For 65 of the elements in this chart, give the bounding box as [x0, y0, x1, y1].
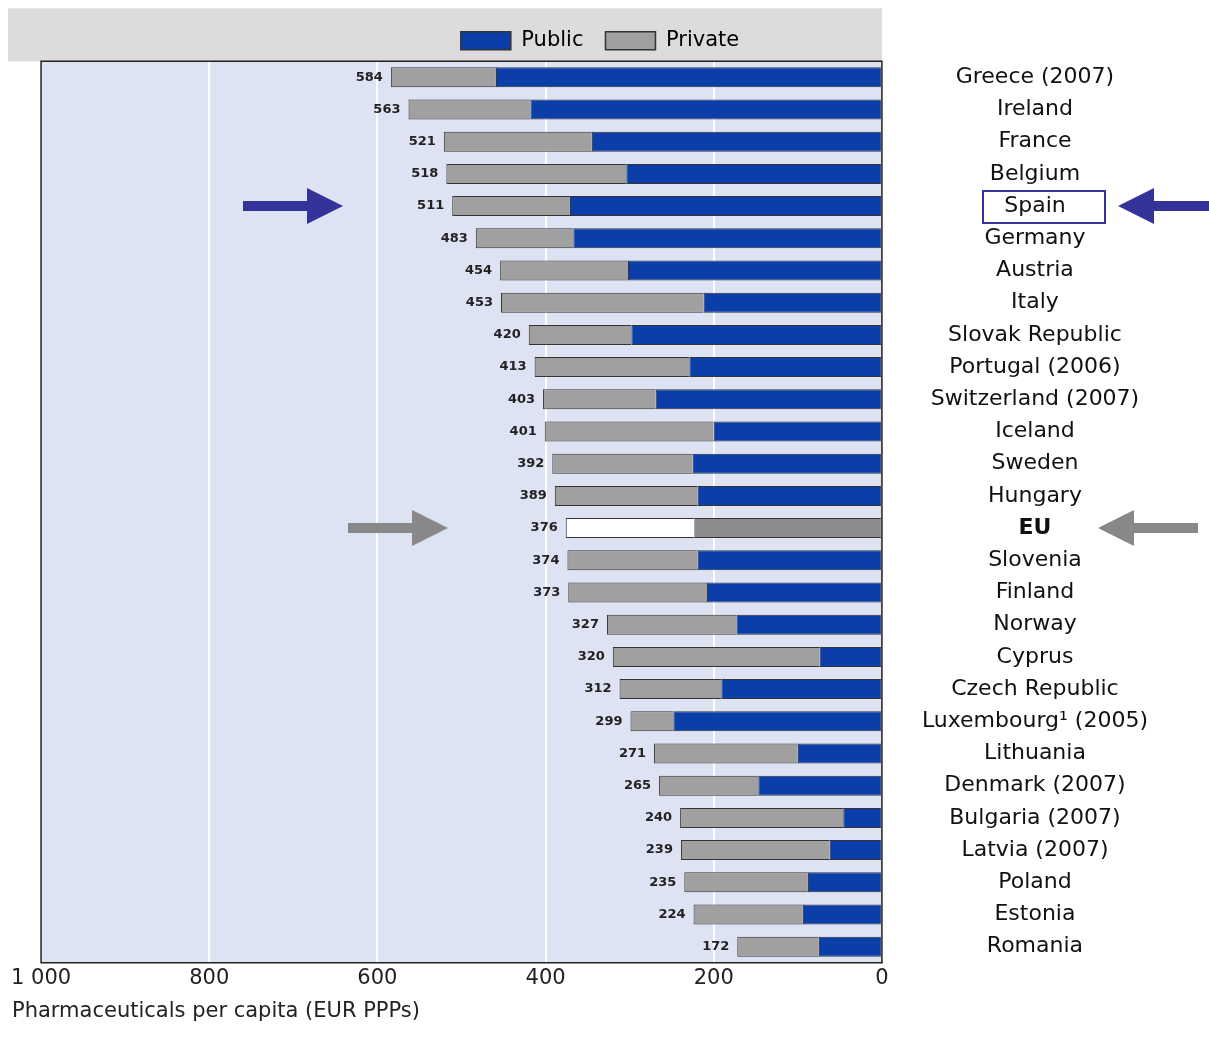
total-label: 563: [373, 100, 401, 116]
total-label: 320: [577, 648, 605, 664]
y-tick-label: Luxembourg¹ (2005): [921, 707, 1149, 733]
y-tick-label: Switzerland (2007): [930, 385, 1140, 411]
total-label: 299: [595, 712, 623, 728]
total-label: 271: [618, 744, 647, 760]
total-label: 327: [571, 616, 599, 632]
legend-label: Public: [521, 27, 584, 52]
y-tick-label: Denmark (2007): [944, 771, 1126, 797]
total-label: 389: [519, 487, 547, 503]
y-tick-label: Slovak Republic: [948, 320, 1122, 346]
x-tick-label: 400: [525, 964, 566, 989]
y-tick-label: Austria: [996, 256, 1074, 282]
y-tick-label: Norway: [993, 610, 1077, 636]
y-tick-label: Portugal (2006): [949, 352, 1121, 378]
total-label: 376: [530, 519, 558, 535]
x-tick-label: 600: [357, 964, 398, 989]
total-label: 392: [517, 455, 545, 471]
total-label: 172: [702, 938, 730, 954]
y-tick-label: Iceland: [995, 417, 1075, 443]
y-tick-label: Romania: [986, 932, 1084, 958]
y-tick-label: Sweden: [991, 449, 1079, 475]
x-axis-title: Pharmaceuticals per capita (EUR PPPs): [12, 997, 420, 1022]
total-label: 240: [644, 809, 673, 825]
total-label: 413: [499, 358, 527, 374]
x-tick-label: 0: [875, 964, 889, 989]
total-label: 584: [355, 68, 383, 84]
y-tick-label: Bulgaria (2007): [949, 803, 1121, 829]
y-tick-label: Ireland: [996, 95, 1074, 121]
total-label: 239: [645, 841, 673, 857]
total-label: 511: [417, 197, 445, 213]
y-tick-label: Italy: [1011, 288, 1059, 314]
y-tick-label: Czech Republic: [951, 674, 1119, 700]
y-tick-label: Lithuania: [984, 739, 1086, 765]
total-label: 420: [493, 326, 521, 342]
x-tick-label: 800: [189, 964, 230, 989]
y-tick-label: Finland: [995, 578, 1075, 604]
y-tick-label: Estonia: [994, 900, 1076, 926]
total-label: 454: [465, 261, 493, 277]
y-tick-label: Greece (2007): [955, 63, 1115, 89]
total-label: 374: [532, 551, 560, 567]
total-label: 373: [533, 583, 561, 599]
x-tick-label: 1 000: [11, 964, 72, 989]
y-tick-label: France: [998, 127, 1072, 153]
x-tick-label: 200: [693, 964, 734, 989]
total-label: 312: [584, 680, 612, 696]
y-tick-label: Germany: [984, 224, 1086, 250]
total-label: 235: [649, 873, 677, 889]
total-label: 483: [440, 229, 468, 245]
total-label: 224: [658, 905, 686, 921]
total-label: 401: [509, 422, 537, 438]
total-label: 403: [507, 390, 536, 406]
y-tick-label: EU: [1018, 513, 1052, 539]
total-label: 518: [411, 165, 439, 181]
total-label: 521: [408, 133, 436, 149]
y-tick-label: Slovenia: [988, 546, 1082, 572]
y-tick-label: Poland: [998, 868, 1072, 894]
y-tick-label: Spain: [1004, 191, 1066, 217]
y-tick-label: Cyprus: [996, 642, 1074, 668]
y-tick-label: Latvia (2007): [961, 835, 1109, 861]
legend-label: Private: [665, 27, 740, 52]
y-tick-label: Belgium: [989, 159, 1081, 185]
total-label: 453: [465, 294, 494, 310]
total-label: 265: [623, 777, 652, 793]
y-tick-label: Hungary: [987, 481, 1082, 507]
